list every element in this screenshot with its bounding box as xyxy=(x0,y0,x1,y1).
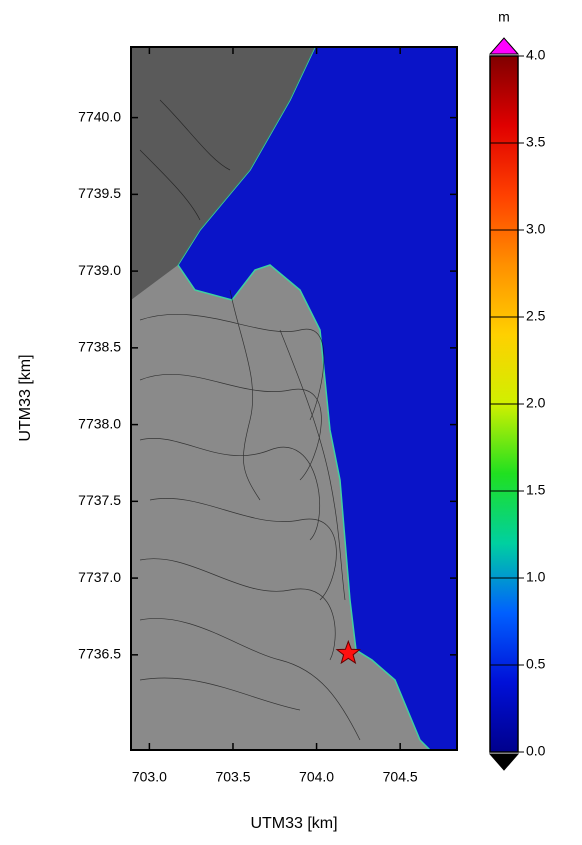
x-tick-label: 704.5 xyxy=(383,769,418,785)
y-tick-label: 7736.5 xyxy=(78,646,121,662)
colorbar-tick-label: 0.5 xyxy=(526,656,546,672)
y-tick-label: 7739.5 xyxy=(78,185,121,201)
colorbar-tick-label: 2.5 xyxy=(526,308,546,324)
y-tick-label: 7738.5 xyxy=(78,339,121,355)
colorbar-tick-label: 2.0 xyxy=(526,395,546,411)
y-tick-label: 7737.0 xyxy=(78,569,121,585)
colorbar-tick-label: 3.0 xyxy=(526,221,546,237)
y-tick-label: 7740.0 xyxy=(78,108,121,124)
y-axis-label: UTM33 [km] xyxy=(17,354,34,441)
colorbar-label: m xyxy=(498,9,510,25)
x-tick-label: 703.5 xyxy=(215,769,250,785)
y-tick-label: 7738.0 xyxy=(78,415,121,431)
x-axis-label: UTM33 [km] xyxy=(250,815,337,832)
colorbar-tick-label: 4.0 xyxy=(526,47,546,63)
colorbar-tick-label: 3.5 xyxy=(526,134,546,150)
colorbar-under-triangle xyxy=(490,754,518,770)
x-tick-label: 704.0 xyxy=(299,769,334,785)
map-figure: m UTM33 [km] UTM33 [km] 703.0 703.5 704.0 7… xyxy=(0,0,582,840)
colorbar-over-triangle xyxy=(490,38,518,54)
colorbar-tick-label: 0.0 xyxy=(526,743,546,759)
colorbar-tick-label: 1.0 xyxy=(526,569,546,585)
colorbar-tick-label: 1.5 xyxy=(526,482,546,498)
x-tick-label: 703.0 xyxy=(132,769,167,785)
y-tick-label: 7739.0 xyxy=(78,262,121,278)
y-tick-label: 7737.5 xyxy=(78,492,121,508)
